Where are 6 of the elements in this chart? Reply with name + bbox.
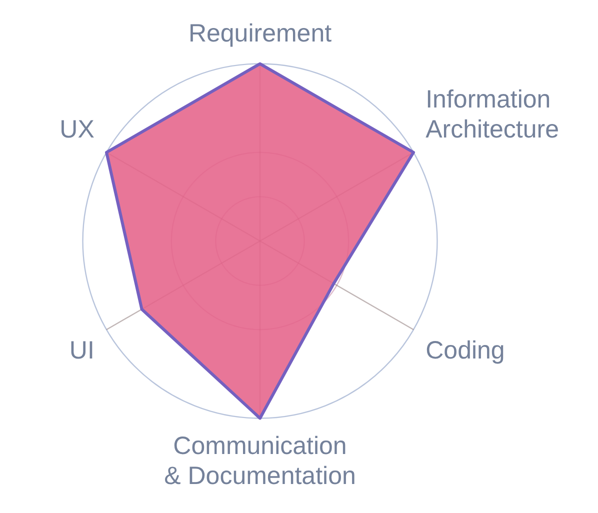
- spoke-label: UI: [69, 336, 94, 365]
- spoke-label: UX: [60, 115, 95, 144]
- spoke-label: Information Architecture: [426, 85, 560, 144]
- spoke-label: Coding: [426, 336, 505, 365]
- spoke-label: Communication & Documentation: [164, 432, 356, 490]
- spoke-label: Requirement: [188, 20, 332, 48]
